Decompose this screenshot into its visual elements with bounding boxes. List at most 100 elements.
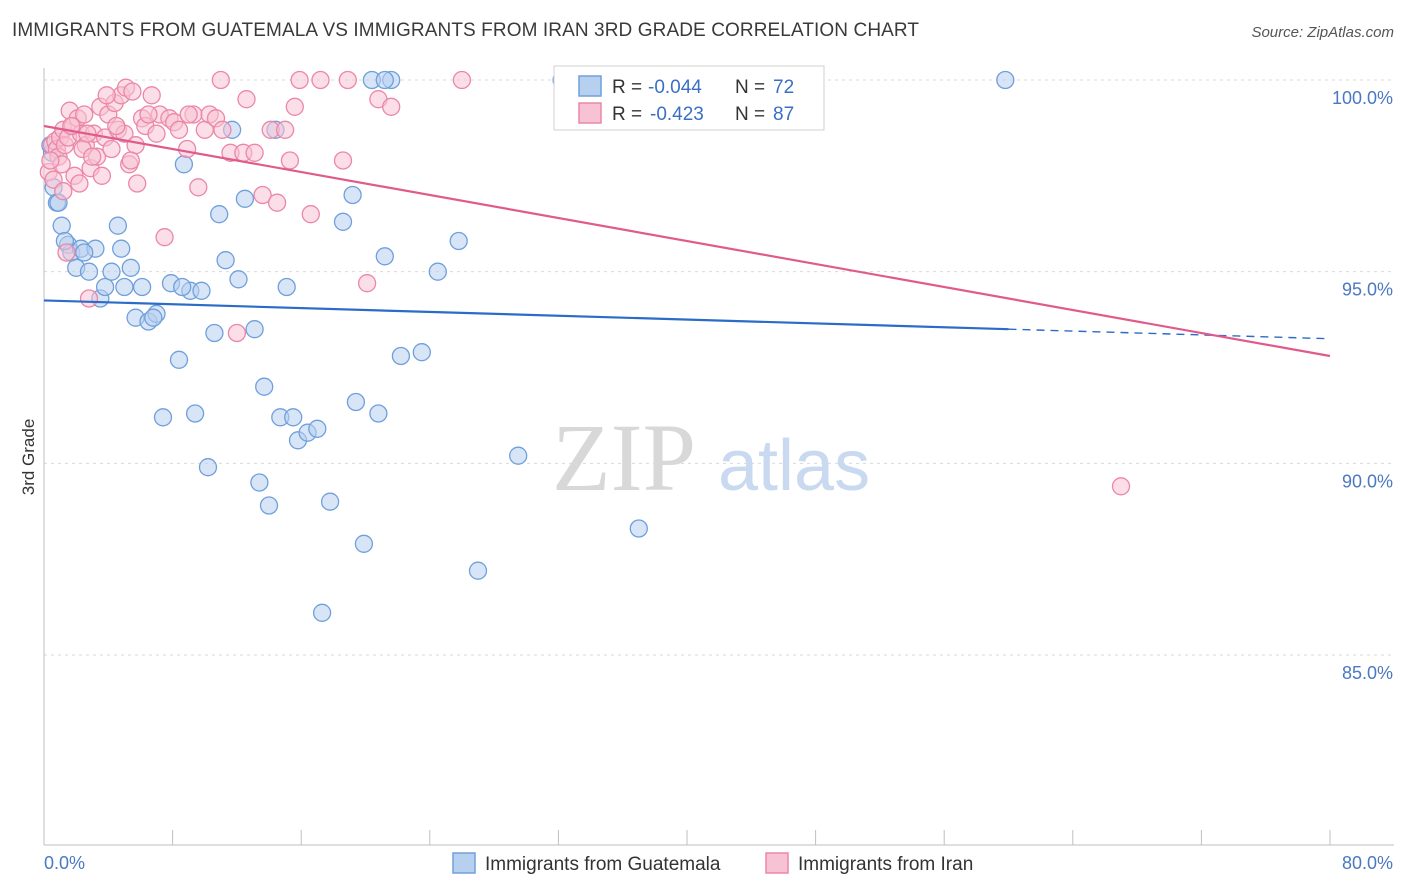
legend-label-guatemala: Immigrants from Guatemala <box>485 854 721 875</box>
guatemala-point-64 <box>996 70 1015 90</box>
guatemala-point-30 <box>216 251 235 270</box>
y-tick-labels: 100.0% 95.0% 90.0% 85.0% <box>1332 88 1393 683</box>
guatemala-point-50 <box>354 534 374 553</box>
guatemala-point-69 <box>112 239 131 258</box>
stats-n-value-guatemala: 72 <box>773 77 794 98</box>
legend-item-guatemala[interactable]: Immigrants from Guatemala <box>452 852 721 875</box>
iran-point-46 <box>169 120 189 139</box>
iran-point-70 <box>357 274 377 293</box>
stats-swatch-iran <box>578 102 602 124</box>
guatemala-point-47 <box>333 212 353 231</box>
guatemala-point-28 <box>205 323 224 343</box>
guatemala-point-23 <box>174 155 194 174</box>
iran-point-74 <box>1111 477 1131 496</box>
guatemala-point-40 <box>277 277 296 297</box>
guatemala-point-17 <box>132 277 152 297</box>
iran-point-43 <box>155 228 174 247</box>
iran-point-53 <box>213 120 232 139</box>
y-axis-title: 3rd Grade <box>19 419 38 496</box>
iran-point-10 <box>57 243 76 262</box>
guatemala-point-56 <box>391 346 411 366</box>
guatemala-point-29 <box>210 205 229 224</box>
y-tick-label-0: 100.0% <box>1332 88 1393 108</box>
guatemala-point-8 <box>79 262 99 281</box>
iran-point-84 <box>97 86 116 105</box>
series-iran-points <box>39 70 1131 496</box>
iran-point-55 <box>227 323 247 343</box>
stats-n-value-iran: 87 <box>773 104 794 125</box>
axes <box>43 68 1394 846</box>
iran-point-82 <box>54 182 73 201</box>
iran-point-49 <box>189 178 208 197</box>
iran-point-18 <box>75 105 94 124</box>
y-tick-label-1: 95.0% <box>1342 280 1393 300</box>
iran-point-61 <box>267 193 287 212</box>
iran-point-73 <box>452 70 472 90</box>
iran-point-80 <box>139 105 158 124</box>
iran-point-47 <box>177 139 197 159</box>
iran-point-69 <box>338 70 357 90</box>
iran-point-75 <box>211 70 230 90</box>
guatemala-point-20 <box>153 408 173 427</box>
guatemala-point-57 <box>412 343 431 362</box>
iran-point-37 <box>128 174 147 193</box>
guatemala-point-52 <box>369 404 388 423</box>
iran-point-86 <box>179 105 198 124</box>
iran-point-67 <box>311 70 330 90</box>
guatemala-point-45 <box>312 603 332 622</box>
guatemala-point-33 <box>235 189 255 208</box>
trend-line-iran <box>43 124 1331 358</box>
guatemala-point-44 <box>308 419 327 438</box>
trend-line-guatemala-extension <box>1008 328 1331 340</box>
watermark-zip: ZIP <box>552 404 696 511</box>
trend-lines <box>43 124 1331 358</box>
guatemala-point-36 <box>255 377 274 396</box>
guatemala-point-3 <box>52 216 71 235</box>
iran-point-41 <box>147 124 166 143</box>
watermark: ZIP atlas <box>552 404 870 511</box>
guatemala-point-13 <box>108 216 128 235</box>
iran-point-63 <box>280 151 300 170</box>
legend-item-iran[interactable]: Immigrants from Iran <box>765 852 973 875</box>
iran-point-40 <box>142 86 161 105</box>
guatemala-point-32 <box>229 270 248 289</box>
iran-point-36 <box>126 136 145 155</box>
x-tick-label-max: 80.0% <box>1342 853 1393 873</box>
stats-n-label-iran: N = <box>735 104 765 125</box>
stats-r-value-iran: -0.423 <box>650 104 704 125</box>
iran-point-25 <box>92 166 112 185</box>
guatemala-point-11 <box>95 277 115 297</box>
iran-point-20 <box>79 289 99 308</box>
stats-box: R = -0.044 N = 72 R = -0.423 N = 87 <box>553 65 825 131</box>
iran-point-72 <box>382 97 401 116</box>
guatemala-point-58 <box>428 262 447 281</box>
chart-title: IMMIGRANTS FROM GUATEMALA VS IMMIGRANTS … <box>12 20 920 41</box>
guatemala-point-26 <box>192 281 211 300</box>
legend: Immigrants from Guatemala Immigrants fro… <box>452 852 973 875</box>
guatemala-point-63 <box>629 519 648 538</box>
y-tick-label-3: 85.0% <box>1342 663 1393 683</box>
iran-point-58 <box>245 143 264 162</box>
y-tick-label-2: 90.0% <box>1342 471 1393 491</box>
guatemala-point-49 <box>346 392 366 412</box>
iran-point-81 <box>41 151 60 170</box>
guatemala-point-55 <box>375 70 394 90</box>
stats-n-label-guatemala: N = <box>735 77 765 98</box>
legend-label-iran: Immigrants from Iran <box>798 854 973 875</box>
guatemala-point-71 <box>173 277 192 297</box>
guatemala-point-46 <box>320 492 340 511</box>
iran-point-28 <box>102 139 121 159</box>
iran-point-65 <box>290 70 309 90</box>
source-credit: Source: ZipAtlas.com <box>1251 24 1394 41</box>
legend-swatch-guatemala <box>452 852 476 874</box>
guatemala-point-27 <box>198 458 218 477</box>
guatemala-point-68 <box>75 243 94 262</box>
x-ticks <box>43 830 1331 845</box>
iran-point-64 <box>285 97 304 116</box>
guatemala-point-60 <box>468 561 488 580</box>
guatemala-point-14 <box>115 277 134 297</box>
iran-point-35 <box>123 82 142 101</box>
guatemala-point-48 <box>343 185 362 205</box>
iran-point-85 <box>121 151 140 170</box>
